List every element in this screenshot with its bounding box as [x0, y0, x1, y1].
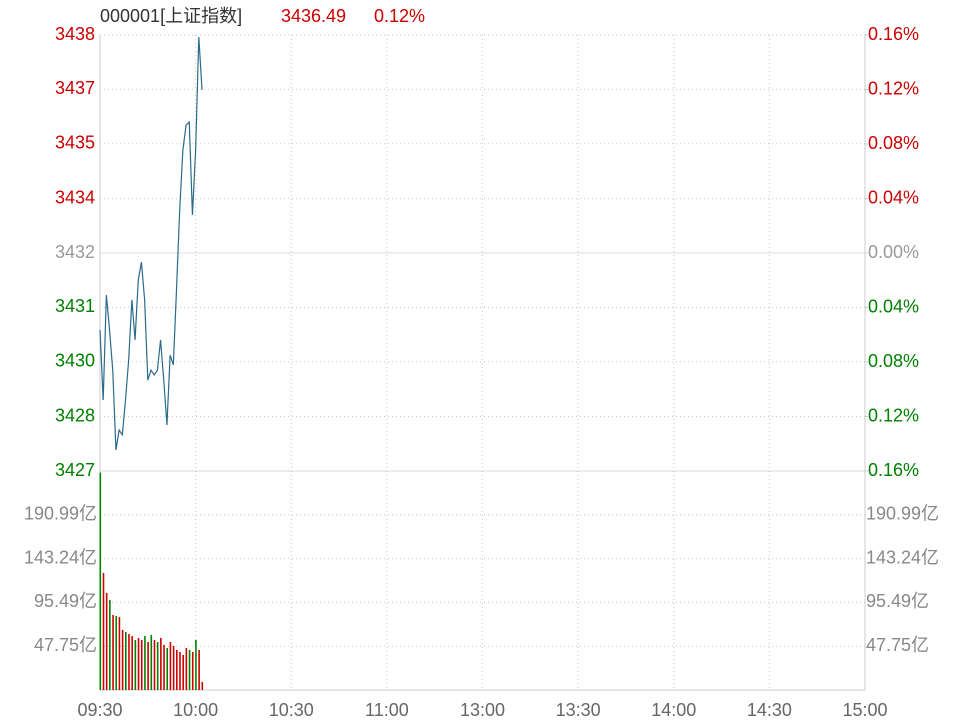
- x-tick-label: 10:30: [269, 700, 314, 720]
- y-tick-label: 3437: [55, 78, 95, 98]
- chart-title: 000001[上证指数]: [100, 6, 242, 26]
- volume-bar: [105, 592, 108, 690]
- y2-tick-label: 0.04%: [868, 296, 919, 316]
- change: 0.12%: [374, 6, 425, 26]
- volume-bar: [179, 652, 181, 690]
- volume-bar: [160, 637, 162, 690]
- volume-tick-label: 95.49亿: [866, 591, 929, 611]
- x-tick-label: 14:00: [651, 700, 696, 720]
- volume-bar: [102, 572, 105, 690]
- volume-bar: [198, 650, 200, 690]
- volume-bar: [163, 644, 165, 690]
- volume-bar: [131, 635, 133, 690]
- y-tick-label: 3432: [55, 242, 95, 262]
- y2-tick-label: 0.12%: [868, 405, 919, 425]
- y2-tick-label: 0.16%: [868, 460, 919, 480]
- y-tick-label: 3435: [55, 133, 95, 153]
- y2-tick-label: 0.08%: [868, 351, 919, 371]
- volume-tick-label: 190.99亿: [24, 504, 97, 524]
- y2-tick-label: 0.08%: [868, 133, 919, 153]
- volume-bar: [182, 654, 184, 690]
- volume-bar: [125, 631, 127, 690]
- volume-bar: [147, 642, 149, 690]
- volume-tick-label: 143.24亿: [24, 547, 97, 567]
- x-tick-label: 13:30: [556, 700, 601, 720]
- volume-bar: [118, 616, 121, 690]
- volume-tick-label: 143.24亿: [866, 547, 939, 567]
- x-tick-label: 13:00: [460, 700, 505, 720]
- volume-tick-label: 47.75亿: [34, 635, 97, 655]
- volume-bar: [156, 642, 159, 690]
- volume-bar: [109, 600, 111, 690]
- volume-tick-label: 47.75亿: [866, 635, 929, 655]
- y-tick-label: 3430: [55, 351, 95, 371]
- volume-bar: [195, 640, 197, 690]
- volume-bar: [153, 640, 156, 690]
- volume-bar: [172, 645, 175, 690]
- volume-bar: [188, 650, 191, 690]
- volume-bar: [144, 635, 146, 690]
- x-tick-label: 15:00: [842, 700, 887, 720]
- volume-bar: [176, 650, 178, 690]
- y2-tick-label: 0.16%: [868, 24, 919, 44]
- x-tick-label: 10:00: [173, 700, 218, 720]
- x-tick-label: 14:30: [747, 700, 792, 720]
- volume-bar: [128, 633, 130, 690]
- y-tick-label: 3427: [55, 460, 95, 480]
- volume-bar: [134, 640, 137, 690]
- volume-bar: [115, 615, 118, 690]
- volume-bar: [121, 630, 124, 690]
- volume-tick-label: 95.49亿: [34, 591, 97, 611]
- volume-bar: [150, 634, 153, 690]
- volume-bar: [169, 642, 172, 690]
- volume-bar: [140, 640, 143, 690]
- x-tick-label: 09:30: [77, 700, 122, 720]
- y2-tick-label: 0.12%: [868, 78, 919, 98]
- price: 3436.49: [281, 6, 346, 26]
- price-line: [99, 36, 203, 451]
- y2-tick-label: 0.04%: [868, 187, 919, 207]
- volume-bar: [112, 614, 114, 690]
- volume-bar: [99, 472, 102, 690]
- volume-bar: [166, 647, 169, 690]
- y2-tick-label: 0.00%: [868, 242, 919, 262]
- volume-tick-label: 190.99亿: [866, 504, 939, 524]
- volume-bar: [137, 637, 140, 690]
- y-tick-label: 3438: [55, 24, 95, 44]
- y-tick-label: 3431: [55, 296, 95, 316]
- x-tick-label: 11:00: [365, 700, 409, 720]
- volume-bar: [191, 652, 194, 690]
- y-tick-label: 3434: [55, 187, 95, 207]
- volume-bar: [201, 682, 204, 690]
- volume-bar: [185, 647, 188, 690]
- y-tick-label: 3428: [55, 405, 95, 425]
